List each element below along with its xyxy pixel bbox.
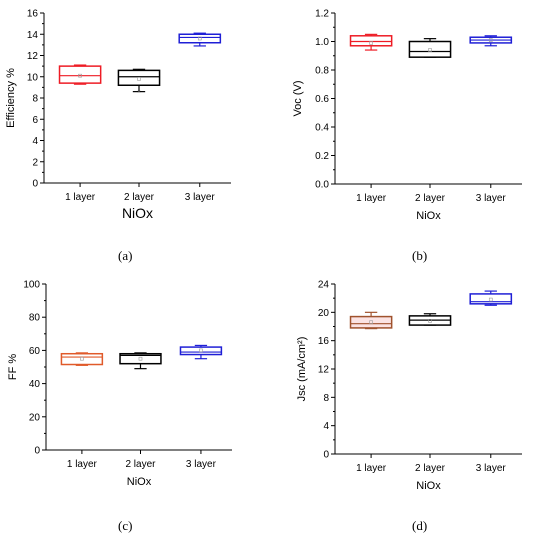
y-tick-label: 80 xyxy=(29,313,41,324)
x-tick-label: 3 layer xyxy=(476,193,507,204)
y-tick-label: 0.2 xyxy=(315,151,329,162)
y-tick-label: 1.2 xyxy=(315,9,329,20)
y-tick-label: 20 xyxy=(29,412,41,423)
panel-label-d: (d) xyxy=(412,518,428,533)
box-1-layer xyxy=(349,311,393,330)
x-tick-label: 1 layer xyxy=(356,193,387,204)
y-axis-label: FF % xyxy=(7,354,19,380)
y-tick-label: 8 xyxy=(323,393,329,404)
panel-label-b: (b) xyxy=(412,248,428,263)
outlier-marker: × xyxy=(137,90,141,96)
x-tick-label: 1 layer xyxy=(356,463,387,474)
box-iqr xyxy=(408,40,452,58)
box-iqr xyxy=(117,69,161,86)
y-tick-label: 60 xyxy=(29,346,41,357)
box-1-layer xyxy=(58,64,102,85)
y-tick-label: 0 xyxy=(323,450,329,461)
mean-marker xyxy=(488,297,493,302)
mean-marker xyxy=(369,41,373,45)
box-iqr xyxy=(178,33,222,44)
y-tick-label: 12 xyxy=(27,51,39,62)
x-tick-label: 2 layer xyxy=(124,192,155,203)
y-tick-label: 4 xyxy=(323,421,329,432)
box-2-layer xyxy=(119,352,162,370)
y-tick-label: 16 xyxy=(27,9,39,20)
box-1-layer xyxy=(60,352,104,366)
x-axis-label: NiOx xyxy=(127,476,152,488)
y-tick-label: 10 xyxy=(27,72,39,83)
x-tick-label: 3 layer xyxy=(186,459,217,470)
x-axis-label: NiOx xyxy=(416,210,441,222)
y-tick-label: 40 xyxy=(29,379,41,390)
mean-marker xyxy=(199,348,203,353)
box-iqr xyxy=(469,293,513,305)
y-tick-label: 8 xyxy=(32,94,38,105)
box-2-layer xyxy=(408,38,452,58)
panel-label-a: (a) xyxy=(118,248,133,263)
mean-marker xyxy=(138,356,143,361)
chart-panel-3: 0 20 40 60 80 100 FF % 1 layer 2 layer 3 layer NiO… xyxy=(7,280,232,488)
x-axis-label: NiOx xyxy=(122,205,153,221)
y-tick-label: 16 xyxy=(318,336,330,347)
x-tick-label: 3 layer xyxy=(476,463,507,474)
box-iqr xyxy=(179,346,223,356)
box-iqr xyxy=(349,315,393,329)
mean-marker xyxy=(428,48,432,52)
box-3-layer xyxy=(179,344,223,360)
mean-marker xyxy=(428,319,432,323)
x-tick-label: 3 layer xyxy=(185,192,216,203)
y-axis-label: Voc (V) xyxy=(292,80,304,116)
y-tick-label: 4 xyxy=(32,136,38,147)
box-2-layer xyxy=(408,313,452,326)
box-iqr xyxy=(119,352,162,365)
y-tick-label: 2 xyxy=(32,157,38,168)
box-3-layer xyxy=(469,290,513,306)
box-iqr xyxy=(349,35,393,47)
chart-panel-1: 0 2 4 6 8 10 12 14 16 Efficiency % 1 layer 2 layer 3… xyxy=(5,9,231,221)
mean-marker xyxy=(80,356,84,361)
x-tick-label: 1 layer xyxy=(65,192,96,203)
box-1-layer xyxy=(349,33,393,51)
chart-panel-2: 0.0 0.2 0.4 0.6 0.8 1.0 1.2 Voc (V) 1 layer 2 lay… xyxy=(292,9,522,222)
mean-marker xyxy=(197,36,202,41)
y-tick-label: 14 xyxy=(27,30,39,41)
x-tick-label: 2 layer xyxy=(415,193,446,204)
y-axis-label: Efficiency % xyxy=(5,68,17,128)
y-tick-label: 0.0 xyxy=(315,180,329,191)
y-tick-label: 0 xyxy=(32,179,38,190)
box-2-layer: × xyxy=(117,68,161,96)
y-tick-label: 0.8 xyxy=(315,66,329,77)
y-tick-label: 20 xyxy=(318,308,330,319)
x-tick-label: 2 layer xyxy=(125,459,156,470)
panel-label-c: (c) xyxy=(118,518,133,533)
y-tick-label: 12 xyxy=(318,365,330,376)
box-iqr xyxy=(58,65,102,84)
y-tick-label: 1.0 xyxy=(315,37,329,48)
y-tick-label: 0 xyxy=(34,446,40,457)
chart-panel-4: 0 4 8 12 16 20 24 Jsc (mA/cm²) 1 layer 2 layer 3 l… xyxy=(296,280,522,492)
mean-marker xyxy=(369,320,373,325)
y-axis-label: Jsc (mA/cm²) xyxy=(296,337,308,402)
mean-marker xyxy=(137,77,141,81)
y-tick-label: 6 xyxy=(32,115,38,126)
mean-marker xyxy=(488,38,493,42)
y-tick-label: 0.6 xyxy=(315,94,329,105)
box-iqr xyxy=(60,352,104,366)
box-3-layer xyxy=(469,35,513,47)
y-tick-label: 100 xyxy=(23,280,40,291)
y-tick-label: 0.4 xyxy=(315,123,329,134)
box-3-layer xyxy=(178,32,222,47)
y-tick-label: 24 xyxy=(318,280,330,291)
mean-marker xyxy=(78,73,82,78)
x-axis-label: NiOx xyxy=(416,480,441,492)
x-tick-label: 2 layer xyxy=(415,463,446,474)
x-tick-label: 1 layer xyxy=(67,459,98,470)
